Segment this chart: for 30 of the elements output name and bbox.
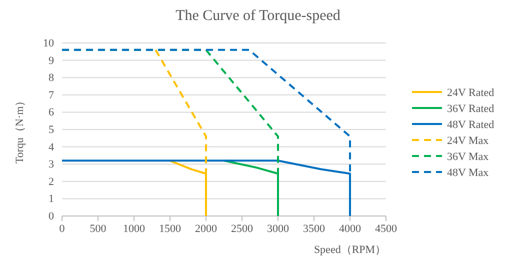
legend-label: 36V Rated [447,103,495,115]
y-tick-label: 7 [48,89,54,102]
x-tick-label: 3000 [267,222,290,235]
legend-label: 48V Max [447,167,490,179]
y-tick-label: 5 [48,124,54,136]
legend-label: 24V Rated [447,87,495,99]
y-tick-label: 2 [48,176,54,188]
y-axis-title: Torqu（N·m） [14,95,26,164]
y-tick-label: 4 [48,141,54,154]
y-tick-label: 0 [48,210,54,223]
legend-label: 48V Rated [447,119,495,131]
x-tick-label: 2500 [231,222,254,235]
y-tick-label: 10 [43,38,54,50]
y-tick-label: 3 [48,158,54,171]
x-tick-label: 2000 [195,222,218,235]
x-tick-label: 500 [90,222,107,235]
y-tick-label: 9 [48,54,54,67]
x-tick-label: 0 [59,222,66,235]
x-tick-label: 4500 [375,222,398,235]
legend-label: 36V Max [447,151,490,163]
x-tick-label: 3500 [303,222,326,235]
x-axis-title: Speed（RPM） [314,244,386,256]
x-tick-label: 4000 [339,222,362,235]
y-tick-label: 6 [48,106,54,119]
y-tick-label: 1 [48,193,54,206]
y-tick-label: 8 [48,72,54,84]
legend-label: 24V Max [447,135,490,147]
x-tick-label: 1000 [123,222,146,235]
x-tick-label: 1500 [159,222,182,235]
chart-title: The Curve of Torque-speed [176,8,341,24]
